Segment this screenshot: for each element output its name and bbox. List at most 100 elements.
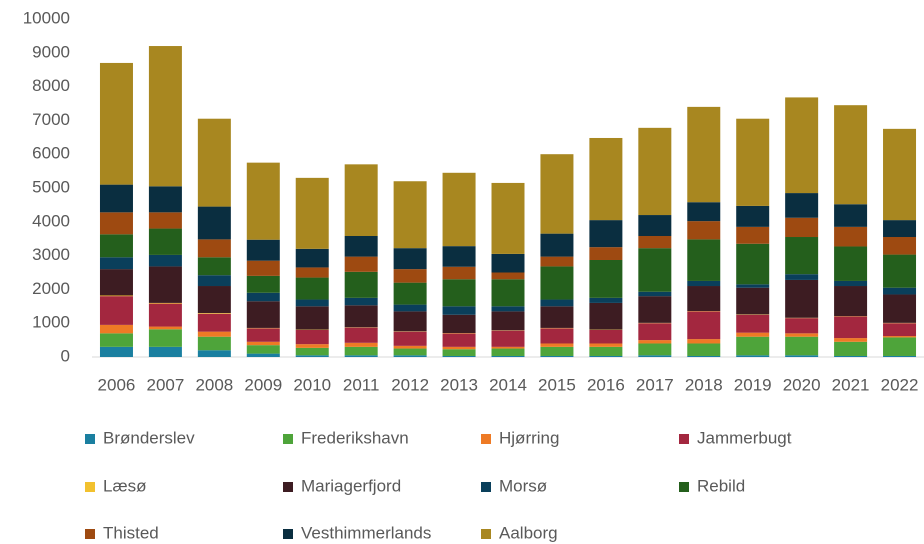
bar-segment [883, 294, 917, 323]
bar-segment [99, 212, 133, 235]
bar-segment [491, 279, 525, 307]
bar-segment [197, 336, 231, 351]
y-tick-label: 2000 [32, 279, 70, 298]
bar-segment [589, 259, 623, 298]
legend-label: Vesthimmerlands [301, 523, 431, 542]
bar-segment [393, 304, 427, 312]
bar-segment [883, 254, 917, 288]
bar-segment [589, 247, 623, 260]
bar-segment [442, 266, 476, 280]
bar-segment [540, 306, 574, 328]
bar-segment [883, 337, 917, 356]
bar-segment [491, 348, 525, 356]
bar-segment [99, 346, 133, 357]
x-tick-label: 2009 [244, 375, 282, 394]
bar-segment [785, 274, 819, 280]
legend-label: Aalborg [499, 523, 558, 542]
bar-segment [736, 226, 770, 244]
bar-segment [589, 297, 623, 303]
bar-segment [295, 267, 329, 278]
bar-segment [785, 237, 819, 275]
bar-segment [393, 355, 427, 357]
bar-segment [540, 343, 574, 347]
y-tick-label: 9000 [32, 42, 70, 61]
bar-segment [246, 162, 280, 240]
bar-segment [148, 46, 182, 187]
legend-swatch [481, 482, 491, 492]
bar-segment [491, 355, 525, 357]
x-tick-label: 2012 [391, 375, 429, 394]
bar-segment [638, 343, 672, 356]
bar-segment [540, 266, 574, 300]
bar-segment [197, 350, 231, 357]
bar-segment [393, 331, 427, 346]
bar-segment [148, 302, 182, 304]
bar-segment [99, 62, 133, 185]
bar-segment [834, 355, 868, 357]
bar-segment [344, 235, 378, 257]
bar-segment [295, 277, 329, 300]
bar-segment [295, 306, 329, 330]
x-tick-label: 2008 [195, 375, 233, 394]
y-tick-label: 5000 [32, 177, 70, 196]
x-tick-label: 2021 [832, 375, 870, 394]
bar-segment [393, 348, 427, 356]
bar-segment [540, 154, 574, 234]
x-tick-label: 2019 [734, 375, 772, 394]
bar-segment [589, 220, 623, 248]
bar-segment [736, 205, 770, 227]
bar-segment [99, 296, 133, 325]
bar-segment [736, 314, 770, 333]
legend-swatch [85, 434, 95, 444]
y-tick-label: 4000 [32, 211, 70, 230]
bar-segment [687, 343, 721, 356]
x-tick-label: 2018 [685, 375, 723, 394]
y-tick-label: 1000 [32, 313, 70, 332]
bar-segment [736, 332, 770, 337]
bar-segment [540, 299, 574, 307]
legend-swatch [481, 529, 491, 539]
bar-segment [736, 287, 770, 315]
bar-segment [148, 266, 182, 303]
bar-segment [246, 301, 280, 328]
x-tick-label: 2017 [636, 375, 674, 394]
y-tick-label: 0 [61, 346, 70, 365]
bar-segment [148, 326, 182, 330]
legend-swatch [283, 529, 293, 539]
x-tick-label: 2022 [881, 375, 919, 394]
bar-segment [638, 340, 672, 344]
bar-segment [197, 313, 231, 314]
legend-label: Frederikshavn [301, 428, 409, 447]
bar-segment [834, 226, 868, 247]
legend-swatch [679, 482, 689, 492]
bar-segment [99, 324, 133, 334]
bar-segment [589, 355, 623, 357]
bar-segment [344, 271, 378, 298]
bar-segment [883, 220, 917, 238]
bar-segment [442, 306, 476, 315]
bar-segment [295, 299, 329, 307]
bar-segment [442, 172, 476, 247]
bar-segment [246, 341, 280, 346]
bar-segment [99, 234, 133, 258]
bar-segment [442, 246, 476, 267]
bar-segment [589, 302, 623, 330]
bar-segment [197, 331, 231, 337]
bar-segment [344, 327, 378, 343]
bar-segment [785, 318, 819, 334]
bar-segment [148, 254, 182, 267]
bar-segment [442, 349, 476, 356]
bar-segment [197, 313, 231, 332]
y-tick-label: 8000 [32, 76, 70, 95]
x-tick-label: 2006 [98, 375, 136, 394]
bar-segment [295, 177, 329, 249]
legend-swatch [679, 434, 689, 444]
bar-segment [197, 206, 231, 240]
bar-segment [736, 336, 770, 356]
bar-segment [393, 311, 427, 332]
bar-segment [834, 280, 868, 287]
bar-segment [540, 233, 574, 257]
bar-segment [638, 215, 672, 236]
legend-label: Rebild [697, 476, 745, 495]
bar-segment [687, 239, 721, 281]
